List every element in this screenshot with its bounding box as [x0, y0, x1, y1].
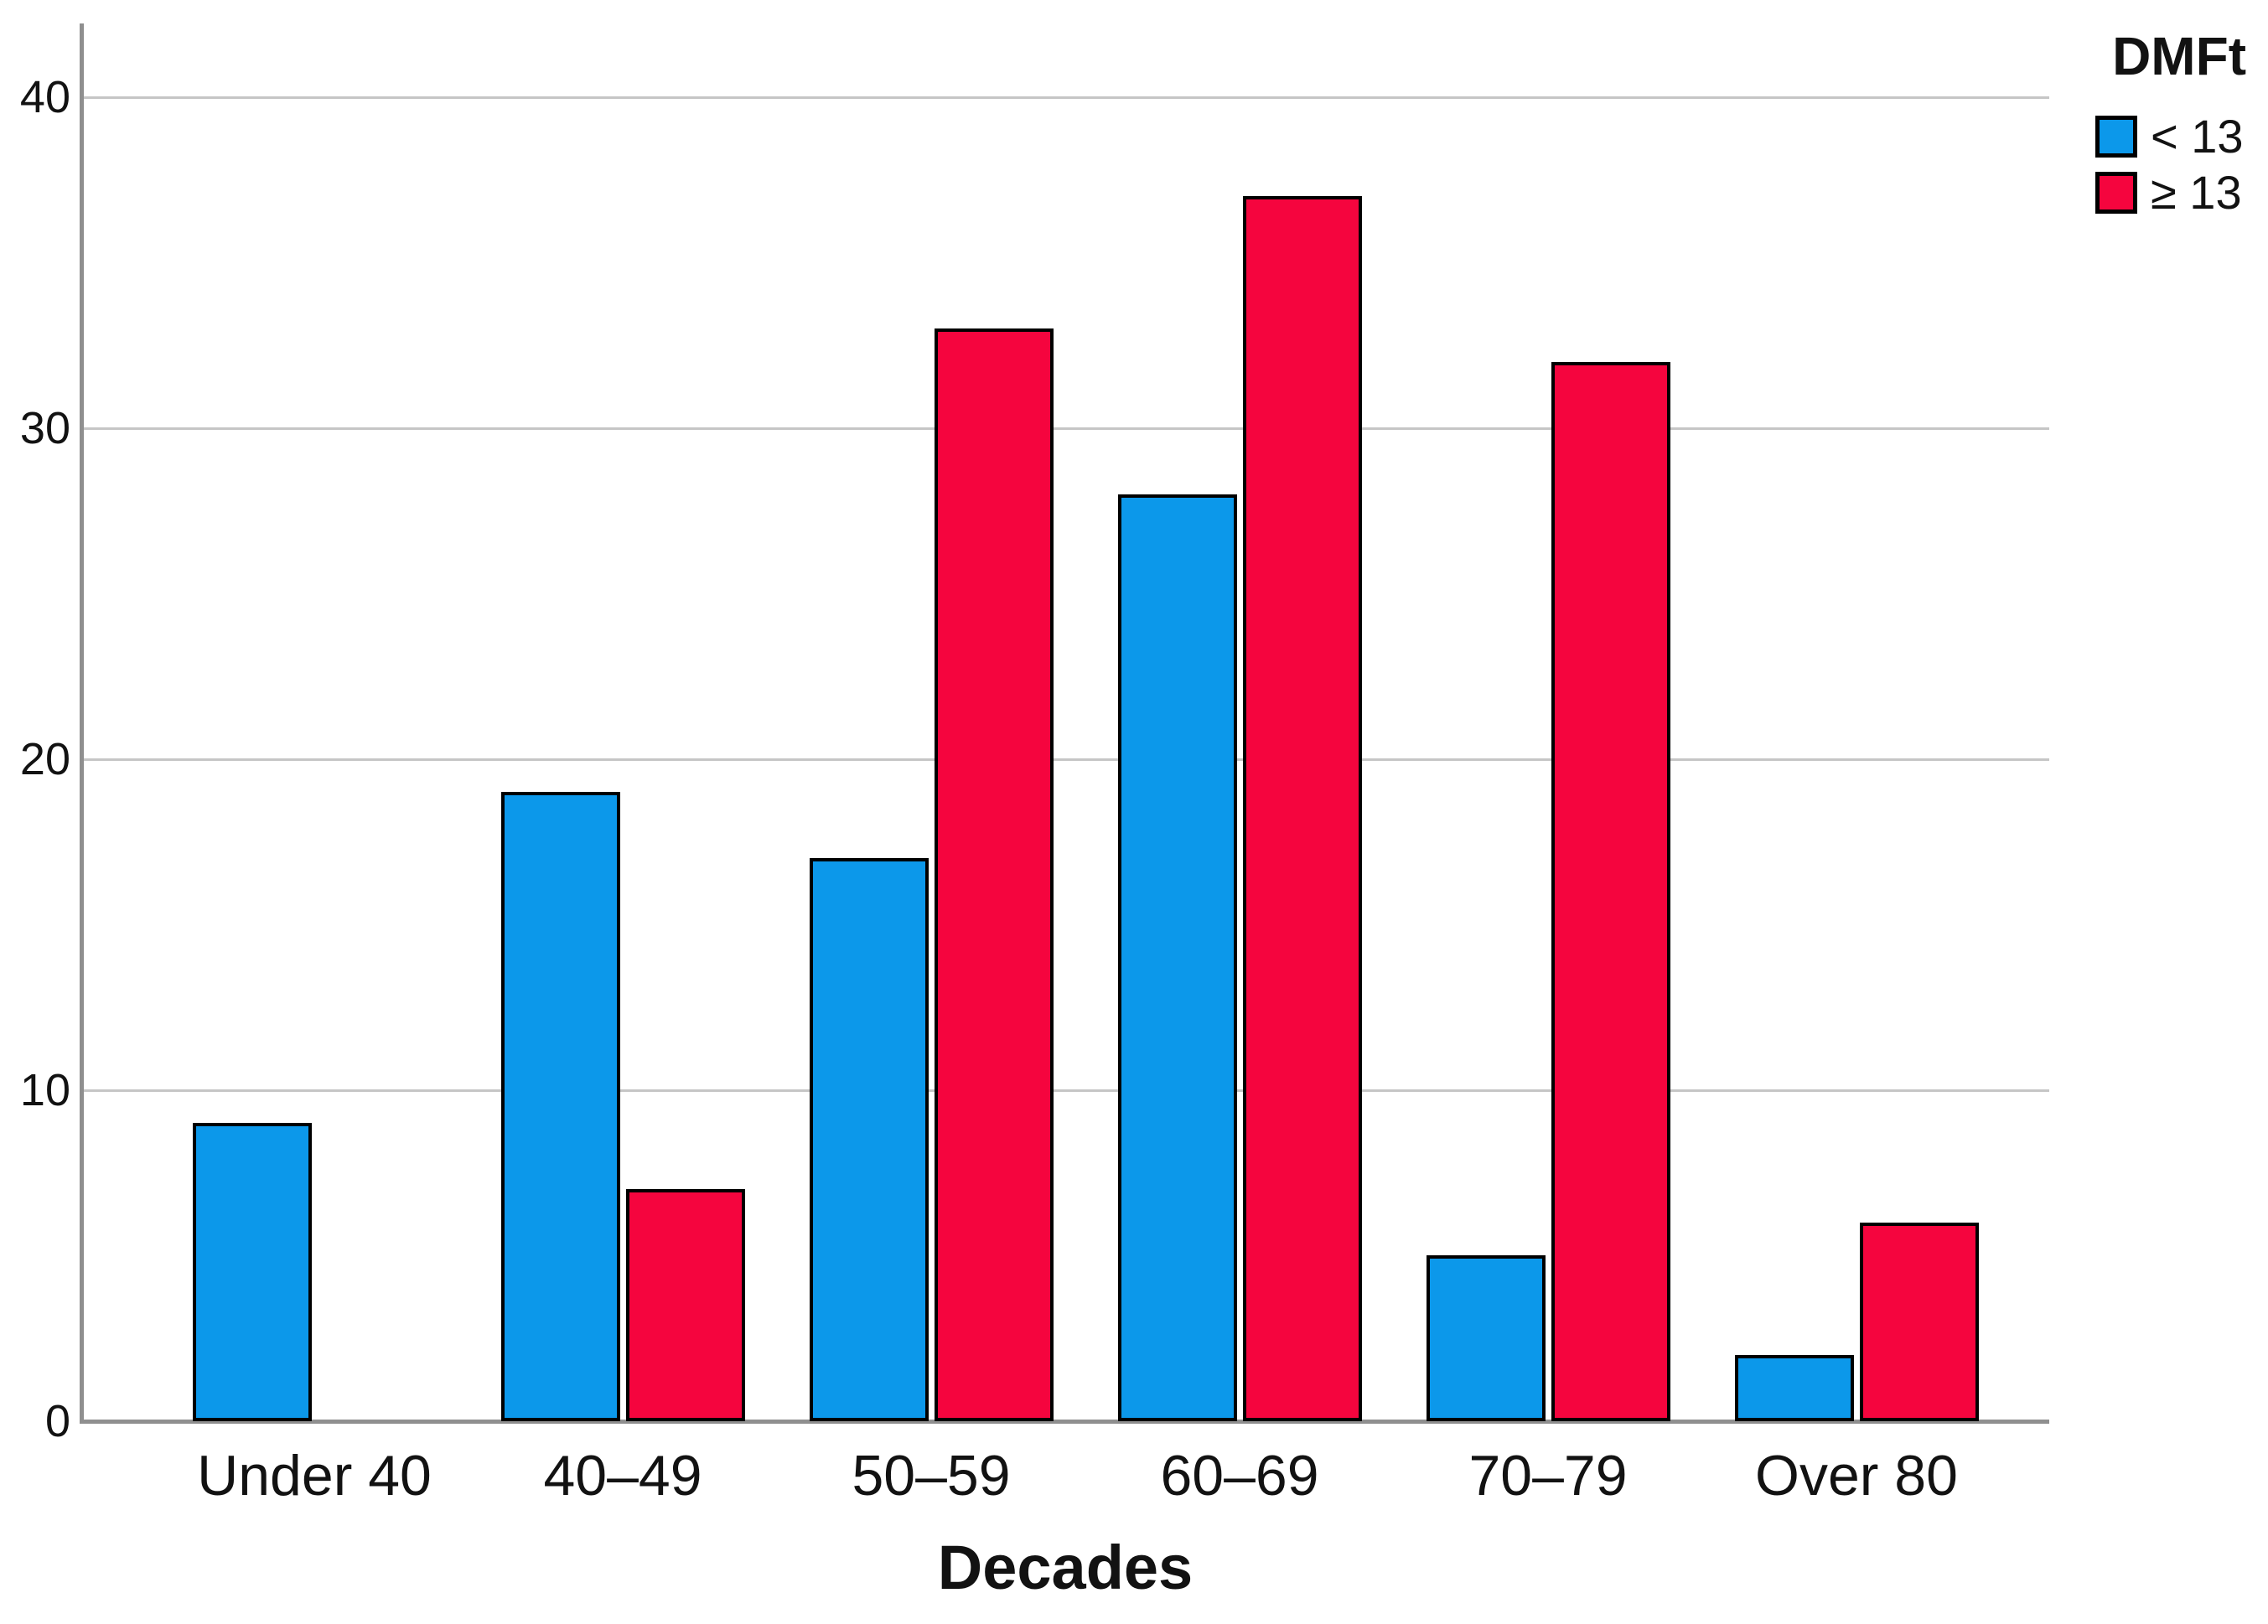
legend: DMFt < 13 ≥ 13 [2052, 23, 2261, 219]
x-tick-label-4: 60–69 [1160, 1444, 1319, 1508]
bar-ge13-2 [625, 1189, 745, 1421]
legend-item-lt13: < 13 [2095, 110, 2261, 163]
bar-lt13-6 [1734, 1355, 1854, 1421]
legend-item-ge13: ≥ 13 [2095, 166, 2261, 219]
y-tick-label-0: 0 [44, 1396, 70, 1446]
y-tick-label-40: 40 [19, 72, 70, 122]
x-tick-label-5: 70–79 [1468, 1444, 1628, 1508]
bar-lt13-1 [192, 1123, 312, 1421]
bar-ge13-3 [934, 328, 1054, 1421]
gridline-y30 [80, 427, 2049, 430]
legend-items: < 13 ≥ 13 [2052, 110, 2261, 219]
bar-lt13-3 [809, 858, 929, 1421]
x-axis [80, 1420, 2049, 1424]
y-tick-label-10: 10 [19, 1065, 70, 1115]
y-tick-label-20: 20 [19, 734, 70, 784]
x-axis-title: Decades [937, 1533, 1194, 1602]
y-tick-label-30: 30 [19, 403, 70, 453]
bar-lt13-2 [500, 792, 620, 1421]
bar-ge13-6 [1859, 1223, 1979, 1421]
legend-title: DMFt [2112, 26, 2246, 86]
bar-ge13-5 [1551, 362, 1670, 1421]
bar-ge13-4 [1242, 196, 1362, 1421]
gridline-y20 [80, 758, 2049, 761]
legend-swatch-lt13 [2095, 116, 2137, 158]
x-tick-label-3: 50–59 [852, 1444, 1011, 1508]
bar-lt13-5 [1426, 1255, 1546, 1421]
x-tick-label-1: Under 40 [197, 1444, 432, 1508]
y-axis [80, 23, 84, 1424]
bar-lt13-4 [1117, 494, 1237, 1421]
x-tick-label-6: Over 80 [1755, 1444, 1958, 1508]
x-tick-label-2: 40–49 [543, 1444, 702, 1508]
legend-label-ge13: ≥ 13 [2151, 166, 2242, 219]
gridline-y10 [80, 1089, 2049, 1092]
gridline-y40 [80, 96, 2049, 99]
legend-swatch-ge13 [2095, 172, 2137, 214]
legend-label-lt13: < 13 [2151, 110, 2244, 163]
